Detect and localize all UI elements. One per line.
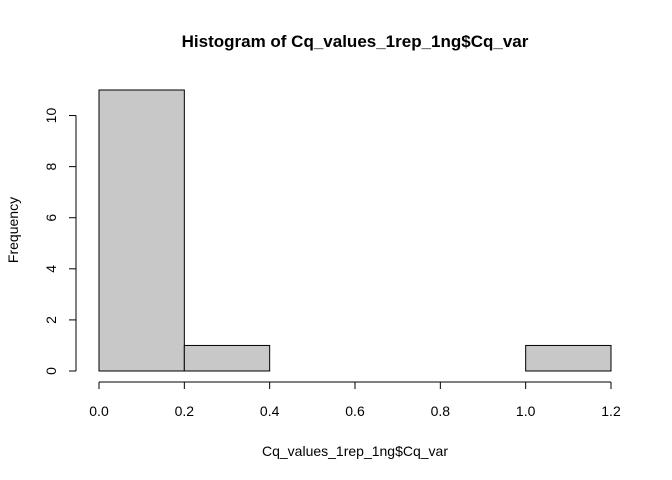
histogram-bar-0	[98, 89, 185, 372]
y-tick-label-3: 6	[43, 214, 59, 222]
x-tick-label-1: 0.2	[175, 403, 195, 419]
y-axis: 0 2 4 6 8 10	[43, 108, 77, 375]
y-axis-label: Frequency	[5, 197, 21, 263]
x-tick-label-4: 0.8	[431, 403, 451, 419]
x-axis-label: Cq_values_1rep_1ng$Cq_var	[262, 443, 448, 459]
histogram-bar-5	[525, 344, 612, 372]
x-tick-label-2: 0.4	[260, 403, 280, 419]
y-tick-label-1: 2	[43, 316, 59, 324]
y-tick-label-2: 4	[43, 265, 59, 273]
x-tick-label-5: 1.0	[516, 403, 536, 419]
x-tick-label-3: 0.6	[345, 403, 365, 419]
x-tick-label-0: 0.0	[89, 403, 109, 419]
histogram-bar-1	[183, 344, 271, 372]
bars-group	[98, 89, 612, 372]
y-tick-label-0: 0	[43, 367, 59, 375]
y-tick-label-4: 8	[43, 163, 59, 171]
x-tick-label-6: 1.2	[601, 403, 621, 419]
x-axis: 0.0 0.2 0.4 0.6 0.8 1.0 1.2	[89, 381, 621, 419]
chart-title: Histogram of Cq_values_1rep_1ng$Cq_var	[182, 32, 529, 51]
y-tick-label-5: 10	[43, 108, 59, 124]
